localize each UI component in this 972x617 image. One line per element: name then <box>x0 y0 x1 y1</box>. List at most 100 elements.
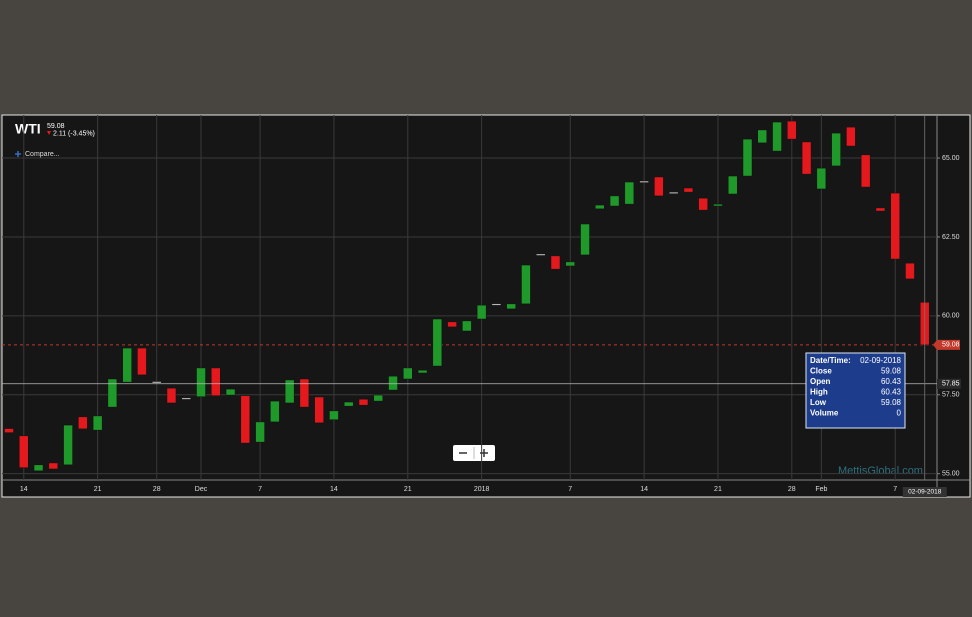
tooltip-label: Close <box>810 367 832 376</box>
candle-body <box>668 191 679 194</box>
tooltip-label: Date/Time: <box>810 356 851 365</box>
candle-body <box>772 121 782 152</box>
crosshair-label: 57.85 <box>942 381 960 388</box>
x-tick-label: 14 <box>20 486 28 493</box>
candle-body <box>48 462 59 470</box>
candle-body <box>151 381 162 384</box>
candle-body <box>713 203 723 207</box>
last-price-tag-label: 59.08 <box>942 342 960 349</box>
candle-body <box>727 175 738 195</box>
candle-body <box>166 387 177 404</box>
candle-body <box>225 388 236 396</box>
date-tag-label: 02-09-2018 <box>908 489 942 496</box>
candle-body <box>417 369 428 374</box>
x-tick-label: 7 <box>893 486 897 493</box>
candle-body <box>654 176 664 197</box>
tooltip-value: 60.43 <box>881 388 902 397</box>
candle-body <box>240 395 251 444</box>
candle-body <box>565 261 576 267</box>
candle-body <box>595 204 605 210</box>
x-tick-label: 14 <box>640 486 648 493</box>
candle-body <box>476 304 487 320</box>
compare-icon[interactable] <box>15 151 21 157</box>
candle-body <box>4 428 14 433</box>
candle-body <box>801 141 812 175</box>
down-arrow <box>47 131 51 135</box>
candle-body <box>521 264 531 305</box>
x-tick-label: 14 <box>330 486 338 493</box>
candle-body <box>299 378 310 408</box>
tooltip-value: 59.08 <box>881 398 902 407</box>
candle-body <box>890 192 900 260</box>
candle-body <box>122 347 132 383</box>
candle-body <box>624 181 635 205</box>
candle-body <box>284 379 295 404</box>
candle-body <box>403 367 413 380</box>
candle-body <box>757 129 768 144</box>
price-change: 2.11 (-3.45%) <box>53 130 95 137</box>
crosshair-tag <box>937 378 961 389</box>
y-tick-label: 62.50 <box>942 234 960 241</box>
tooltip-label: Low <box>810 398 827 407</box>
tooltip <box>805 352 906 429</box>
candle-body <box>787 120 797 140</box>
candle-body <box>107 378 118 408</box>
y-tick-label: 57.50 <box>942 392 960 399</box>
x-tick-label: Feb <box>815 486 827 493</box>
y-tick-label: 55.00 <box>942 471 960 478</box>
x-tick-label: 21 <box>714 486 722 493</box>
zoom-controls <box>453 445 495 461</box>
y-tick-label: 65.00 <box>942 155 960 162</box>
x-tick-label: 21 <box>404 486 412 493</box>
candle-body <box>211 367 221 396</box>
candle-body <box>506 303 516 310</box>
x-tick-label: 28 <box>788 486 796 493</box>
tooltip-label: Open <box>810 377 831 386</box>
y-tick-label: 60.00 <box>942 313 960 320</box>
x-tick-label: 28 <box>153 486 161 493</box>
candle-body <box>92 415 103 431</box>
candle-body <box>270 400 280 423</box>
candle-body <box>33 464 44 472</box>
candle-body <box>698 197 708 211</box>
candle-body <box>314 396 324 424</box>
candle-body <box>580 223 590 256</box>
candle-body <box>831 132 841 167</box>
candle-body <box>196 367 206 397</box>
candle-body <box>343 401 354 407</box>
tooltip-label: Volume <box>810 409 839 418</box>
candle-body <box>639 180 649 183</box>
x-tick-label: 7 <box>258 486 262 493</box>
candle-body <box>447 321 457 328</box>
candle-body <box>742 138 753 177</box>
candle-body <box>78 416 88 430</box>
tooltip-value: 60.43 <box>881 377 902 386</box>
candle-body <box>860 154 871 188</box>
candle-body <box>255 421 265 443</box>
compare-button[interactable]: Compare... <box>25 151 60 158</box>
candle-body <box>875 207 886 212</box>
candle-body <box>491 303 502 306</box>
tooltip-label: High <box>810 388 828 397</box>
candle-body <box>388 375 398 391</box>
symbol: WTI <box>15 121 41 137</box>
candle-body <box>137 347 147 376</box>
candle-body <box>329 410 339 420</box>
date-tag <box>902 487 947 497</box>
candle-body <box>358 398 369 406</box>
candle-body <box>432 318 443 367</box>
x-tick-label: 7 <box>568 486 572 493</box>
tooltip-value: 59.08 <box>881 367 902 376</box>
candle-body <box>462 320 472 332</box>
candle-body <box>19 435 29 468</box>
x-tick-label: 2018 <box>474 486 490 493</box>
x-tick-label: 21 <box>94 486 102 493</box>
candle-body <box>816 167 827 190</box>
candle-body <box>550 255 561 270</box>
tooltip-value: 02-09-2018 <box>860 356 901 365</box>
candle-body <box>609 195 620 207</box>
candle-body <box>181 397 191 400</box>
tooltip-value: 0 <box>897 409 902 418</box>
